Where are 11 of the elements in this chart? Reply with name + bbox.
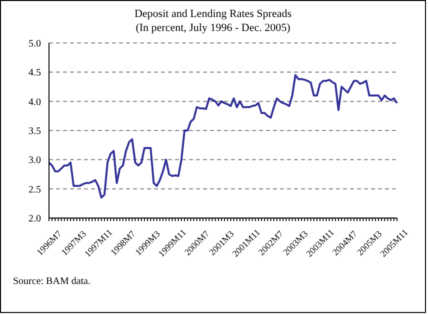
chart-subtitle: (In percent, July 1996 - Dec. 2005) bbox=[134, 21, 292, 35]
y-tick-label: 4.5 bbox=[28, 68, 41, 79]
y-tick-label: 5.0 bbox=[28, 38, 41, 50]
source-note: Source: BAM data. bbox=[13, 276, 92, 287]
line-series bbox=[48, 74, 398, 199]
chart-title: Deposit and Lending Rates Spreads bbox=[133, 7, 293, 21]
y-tick-label: 2.5 bbox=[28, 184, 41, 196]
y-tick-label: 2.0 bbox=[28, 214, 41, 225]
y-tick-label: 3.0 bbox=[28, 155, 41, 166]
y-tick-label: 3.5 bbox=[28, 126, 41, 138]
y-tick-label: 4.0 bbox=[28, 96, 41, 108]
